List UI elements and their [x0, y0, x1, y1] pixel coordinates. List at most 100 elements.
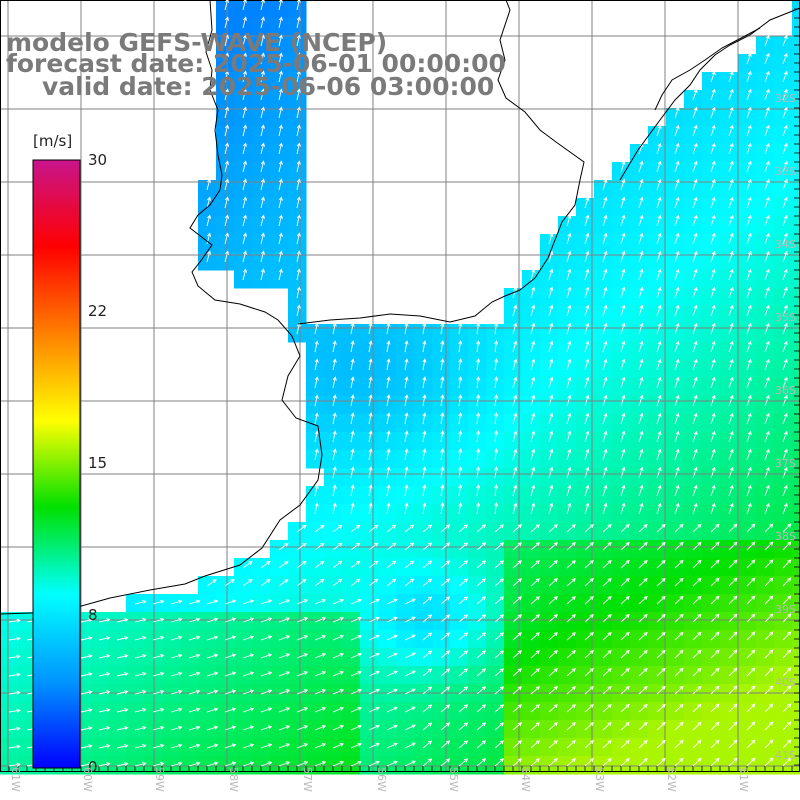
wind-arrow — [674, 412, 680, 425]
wind-arrow — [440, 466, 445, 479]
wind-arrow — [422, 560, 433, 569]
wind-arrow — [368, 448, 373, 461]
wind-arrow — [710, 322, 716, 335]
wind-arrow — [710, 232, 716, 245]
wind-arrow — [242, 214, 247, 227]
wind-arrow — [710, 70, 716, 83]
speed-cell — [162, 720, 181, 739]
wind-arrow — [260, 725, 273, 731]
wind-arrow — [188, 635, 201, 641]
wind-arrow — [566, 232, 572, 245]
wind-arrow — [242, 196, 247, 209]
speed-cell — [288, 720, 307, 739]
wind-arrow — [350, 652, 362, 659]
wind-arrow — [458, 650, 469, 659]
wind-arrow — [296, 160, 301, 173]
wind-arrow — [602, 394, 608, 407]
lon-label: 59W — [153, 767, 166, 792]
wind-arrow — [728, 685, 738, 695]
wind-arrow — [134, 653, 147, 659]
speed-cell — [288, 648, 307, 667]
wind-arrow — [8, 636, 21, 641]
speed-cell — [234, 576, 253, 595]
wind-arrow — [584, 322, 590, 335]
wind-arrow — [368, 706, 380, 713]
wind-arrow — [638, 268, 644, 281]
wind-arrow — [386, 578, 397, 587]
wind-arrow — [116, 762, 129, 767]
wind-arrow — [368, 670, 380, 677]
wind-arrow — [530, 286, 536, 299]
wind-arrow — [260, 0, 265, 11]
wind-arrow — [530, 394, 536, 407]
wind-arrow — [746, 466, 752, 479]
wind-arrow — [530, 268, 536, 281]
wind-arrow — [350, 616, 362, 623]
wind-arrow — [224, 52, 230, 65]
wind-arrow — [440, 704, 451, 713]
wind-arrow — [314, 671, 327, 677]
wind-arrow — [260, 578, 271, 587]
wind-arrow — [530, 560, 540, 569]
wind-arrow — [656, 124, 662, 137]
wind-arrow — [80, 672, 93, 677]
wind-arrow — [224, 106, 230, 119]
wind-arrow — [314, 617, 327, 623]
wind-arrow — [134, 689, 147, 695]
wind-arrow — [692, 523, 702, 533]
wind-arrow — [422, 758, 433, 767]
wind-arrow — [512, 614, 523, 623]
speed-cell — [216, 666, 235, 685]
wind-arrow — [764, 412, 770, 425]
wind-arrow — [728, 466, 734, 479]
wind-arrow — [368, 578, 379, 587]
wind-arrow — [656, 613, 666, 623]
wind-arrow — [584, 394, 590, 407]
wind-arrow — [782, 484, 788, 497]
wind-arrow — [530, 448, 536, 461]
wind-arrow — [278, 761, 291, 767]
wind-arrow — [332, 598, 345, 605]
speed-cell — [108, 666, 127, 685]
wind-arrow — [638, 502, 644, 515]
speed-cell — [234, 594, 253, 613]
speed-cell — [378, 720, 397, 739]
wind-arrow — [548, 650, 559, 659]
speed-cell — [270, 756, 289, 775]
colorbar-tick: 8 — [88, 606, 98, 624]
wind-arrow — [404, 724, 416, 731]
speed-cell — [324, 612, 343, 631]
wind-arrow — [710, 340, 716, 353]
wind-arrow — [674, 394, 680, 407]
wind-arrow — [548, 686, 559, 695]
wind-arrow — [512, 502, 518, 515]
wind-arrow — [458, 722, 469, 731]
wind-arrow — [242, 88, 247, 101]
wind-arrow — [710, 613, 720, 623]
wind-arrow — [674, 340, 680, 353]
wind-arrow — [224, 0, 230, 11]
wind-arrow — [368, 688, 380, 695]
wind-arrow — [530, 578, 540, 587]
wind-arrow — [80, 762, 93, 767]
wind-arrow — [350, 760, 362, 767]
wind-arrow — [8, 690, 21, 695]
wind-arrow — [476, 740, 487, 749]
wind-arrow — [602, 667, 612, 677]
wind-arrow — [638, 430, 644, 443]
wind-arrow — [530, 614, 540, 623]
wind-arrow — [8, 708, 21, 713]
wind-arrow — [404, 652, 416, 659]
wind-arrow — [530, 704, 540, 713]
wind-arrow — [476, 412, 481, 425]
wind-arrow — [8, 654, 21, 659]
speed-cell — [18, 630, 37, 649]
wind-arrow — [422, 542, 433, 551]
wind-arrow — [782, 595, 792, 605]
wind-arrow — [332, 412, 337, 425]
wind-arrow — [620, 757, 630, 767]
wind-arrow — [584, 430, 590, 443]
speed-cell — [108, 756, 127, 775]
wind-arrow — [296, 16, 301, 29]
wind-arrow — [548, 722, 559, 731]
